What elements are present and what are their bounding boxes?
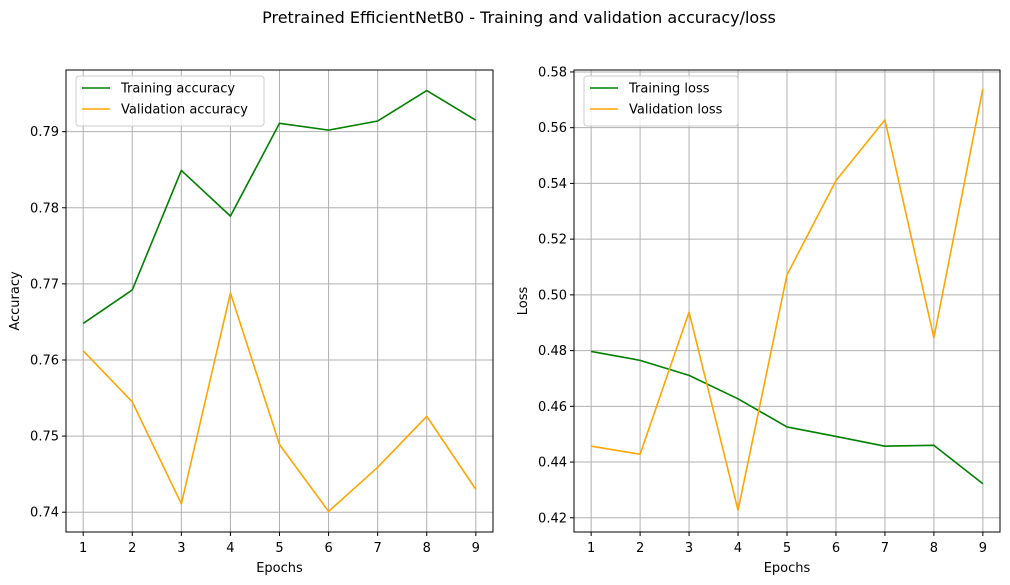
series-line-training <box>82 89 477 325</box>
legend: Training accuracy Validation accuracy <box>75 75 265 127</box>
y-tick-label: 0.76 <box>30 353 59 368</box>
x-tick-label: 7 <box>881 541 889 556</box>
figure-title: Pretrained EfficientNetB0 - Training and… <box>262 8 776 27</box>
y-tick-label: 0.54 <box>538 177 567 192</box>
legend-frame <box>75 75 265 127</box>
legend-entry: Training loss <box>628 82 710 97</box>
y-axis-label: Accuracy <box>8 271 23 331</box>
y-tick-label: 0.56 <box>538 121 567 136</box>
x-tick-label: 9 <box>472 541 480 556</box>
x-tick-label: 2 <box>128 541 136 556</box>
x-tick-label: 6 <box>324 541 332 556</box>
x-tick-label: 4 <box>226 541 234 556</box>
series-line-training <box>590 350 984 485</box>
x-tick-label: 9 <box>979 541 987 556</box>
y-tick-label: 0.46 <box>538 400 567 415</box>
legend: Training loss Validation loss <box>583 75 739 127</box>
x-tick-label: 4 <box>734 541 742 556</box>
y-tick-label: 0.52 <box>538 233 567 248</box>
series-line-validation <box>82 292 477 513</box>
x-tick-label: 1 <box>79 541 87 556</box>
y-tick-label: 0.50 <box>538 288 567 303</box>
x-tick-label: 3 <box>685 541 693 556</box>
x-tick-label: 6 <box>832 541 840 556</box>
y-tick-label: 0.44 <box>538 456 567 471</box>
x-tick-label: 8 <box>930 541 938 556</box>
legend-frame <box>583 75 739 127</box>
x-tick-label: 5 <box>275 541 283 556</box>
x-tick-label: 1 <box>587 541 595 556</box>
y-tick-label: 0.58 <box>538 65 567 80</box>
y-tick-label: 0.48 <box>538 344 567 359</box>
x-axis-label: Epochs <box>256 561 303 576</box>
y-tick-label: 0.74 <box>30 506 59 521</box>
x-tick-label: 5 <box>783 541 791 556</box>
accuracy-chart: 1 2 3 4 5 6 7 8 9 0.74 0.75 0.76 0.77 0.78 0.79 Epochs A… <box>8 69 494 576</box>
y-tick-label: 0.79 <box>30 125 59 140</box>
y-tick-label: 0.78 <box>30 201 59 216</box>
x-tick-label: 3 <box>177 541 185 556</box>
loss-chart: 1 2 3 4 5 6 7 8 9 0.42 0.44 0.46 0.48 0.50 0.52 0.54 0.5… <box>516 65 1001 576</box>
x-tick-label: 8 <box>423 541 431 556</box>
y-tick-label: 0.75 <box>30 430 59 445</box>
x-tick-label: 7 <box>374 541 382 556</box>
y-axis-label: Loss <box>516 287 531 316</box>
legend-entry: Validation loss <box>629 103 723 118</box>
y-tick-label: 0.77 <box>30 277 59 292</box>
x-axis-label: Epochs <box>764 561 811 576</box>
legend-entry: Training accuracy <box>120 82 235 97</box>
y-tick-label: 0.42 <box>538 511 567 526</box>
legend-entry: Validation accuracy <box>121 103 248 118</box>
x-tick-label: 2 <box>636 541 644 556</box>
series-line-validation <box>591 88 984 512</box>
